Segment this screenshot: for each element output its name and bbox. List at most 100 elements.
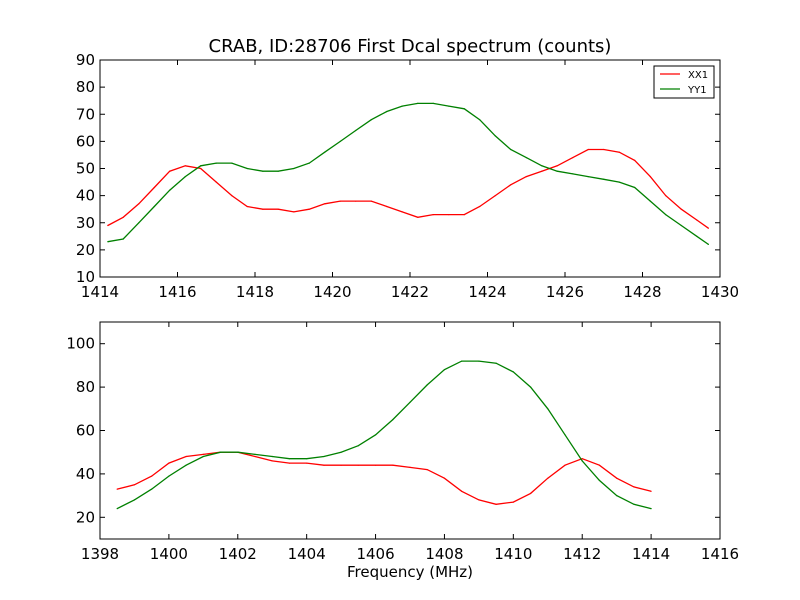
bottom-plot-area: [100, 322, 720, 539]
bottom-xx1-point: [478, 499, 480, 501]
bottom-yy1-point: [547, 408, 549, 410]
bottom-series-group: [116, 360, 652, 510]
bottom-yy1-point: [392, 419, 394, 421]
x-axis-label: Frequency (MHz): [347, 563, 473, 581]
top-yy1-point: [665, 214, 667, 216]
top-xx1-point: [680, 208, 682, 210]
bottom-yy1-point: [512, 371, 514, 373]
top-xx1-point: [707, 227, 710, 229]
top-x-tick-label: 1420: [313, 283, 351, 301]
bottom-xx1-point: [288, 462, 290, 464]
bottom-yy1-point: [426, 384, 428, 386]
bottom-y-tick-label: 80: [76, 378, 95, 396]
top-series-xx1-line: [107, 148, 709, 229]
bottom-series-xx1-line: [117, 451, 652, 505]
bottom-yy1-point: [220, 451, 222, 453]
bottom-yy1-point: [478, 360, 480, 362]
top-xx1-point: [138, 203, 140, 205]
top-xx1-point: [463, 214, 465, 216]
bottom-yy1-point: [461, 360, 463, 362]
bottom-yy1-point: [495, 362, 497, 364]
bottom-yy1-point: [254, 453, 256, 455]
bottom-yy1-point: [340, 451, 342, 453]
top-yy1-point: [153, 205, 155, 208]
bottom-x-tick-label: 1412: [563, 545, 601, 563]
top-xx1-point: [231, 195, 233, 197]
bottom-yy1-point: [530, 386, 532, 388]
bottom-yy1-point: [116, 508, 118, 510]
top-xx1-point: [184, 165, 186, 167]
top-yy1-point: [618, 181, 620, 183]
top-yy1-point: [200, 165, 202, 167]
bottom-xx1-point: [530, 492, 532, 494]
top-xx1-point: [448, 214, 450, 216]
top-yy1-point: [184, 176, 186, 178]
bottom-x-tick-label: 1404: [288, 545, 326, 563]
bottom-series-yy1-line: [116, 360, 652, 510]
bottom-xx1-point: [426, 469, 428, 471]
bottom-xx1-point: [598, 464, 601, 466]
top-xx1-point: [541, 170, 543, 172]
bottom-yy1-point: [237, 451, 239, 453]
top-yy1-point: [525, 157, 527, 159]
bottom-xx1-point: [495, 503, 497, 505]
bottom-yy1-point: [202, 455, 204, 458]
bottom-xx1-point: [564, 464, 566, 466]
bottom-xx1-point: [581, 458, 583, 460]
top-xx1-point: [603, 148, 605, 151]
top-xx1-point: [122, 216, 124, 218]
top-x-tick-label: 1428: [623, 283, 661, 301]
bottom-yy1-point: [443, 369, 445, 371]
bottom-y-tick-label: 60: [76, 422, 95, 440]
bottom-xx1-point: [357, 464, 359, 466]
bottom-xx1-point: [323, 464, 325, 466]
top-x-tick-label: 1414: [81, 283, 119, 301]
top-yy1-point: [680, 224, 682, 227]
bottom-yy1-point: [581, 460, 583, 462]
bottom-yy1-point: [306, 458, 308, 460]
bottom-x-tick-label: 1410: [494, 545, 532, 563]
bottom-x-tick-label: 1400: [150, 545, 188, 563]
bottom-ticks: 1398 1400 1402 1404 1406 1408 1410 1412 1414 1416…: [66, 322, 739, 563]
top-x-tick-label: 1418: [236, 283, 274, 301]
bottom-xx1-point: [633, 486, 635, 488]
bottom-yy1-point: [650, 508, 652, 510]
bottom-xx1-point: [185, 455, 187, 458]
top-xx1-point: [107, 224, 109, 227]
top-yy1-point: [463, 108, 465, 110]
bottom-xx1-point: [306, 462, 308, 464]
top-xx1-point: [401, 211, 403, 213]
bottom-xx1-point: [461, 490, 463, 492]
top-yy1-point: [122, 238, 124, 240]
top-xx1-point: [510, 184, 512, 186]
bottom-xx1-point: [340, 464, 342, 466]
bottom-yy1-point: [357, 445, 359, 447]
bottom-x-tick-label: 1408: [425, 545, 463, 563]
top-yy1-point: [215, 162, 217, 164]
top-xx1-point: [370, 200, 372, 202]
top-yy1-point: [448, 105, 450, 107]
top-xx1-point: [572, 157, 574, 159]
bottom-yy1-point: [633, 503, 635, 505]
top-ticks: 1414 1416 1418 1420 1422 1424 1426 1428 1430 10 20…: [76, 51, 739, 301]
top-xx1-point: [386, 205, 388, 208]
top-y-tick-label: 20: [76, 241, 95, 259]
top-yy1-point: [479, 119, 481, 121]
bottom-xx1-point: [254, 455, 256, 458]
top-xx1-point: [246, 205, 248, 208]
top-yy1-point: [603, 178, 605, 180]
bottom-yy1-point: [185, 464, 187, 466]
chart-title: CRAB, ID:28706 First Dcal spectrum (coun…: [209, 36, 612, 57]
bottom-y-tick-label: 40: [76, 465, 95, 483]
bottom-xx1-point: [512, 501, 514, 503]
top-xx1-point: [308, 208, 310, 210]
bottom-x-tick-label: 1416: [701, 545, 739, 563]
top-xx1-point: [649, 176, 651, 178]
top-y-tick-label: 70: [76, 105, 95, 123]
top-xx1-point: [479, 205, 481, 208]
bottom-xx1-point: [168, 462, 170, 464]
top-xx1-point: [169, 170, 171, 172]
bottom-yy1-point: [409, 401, 411, 403]
